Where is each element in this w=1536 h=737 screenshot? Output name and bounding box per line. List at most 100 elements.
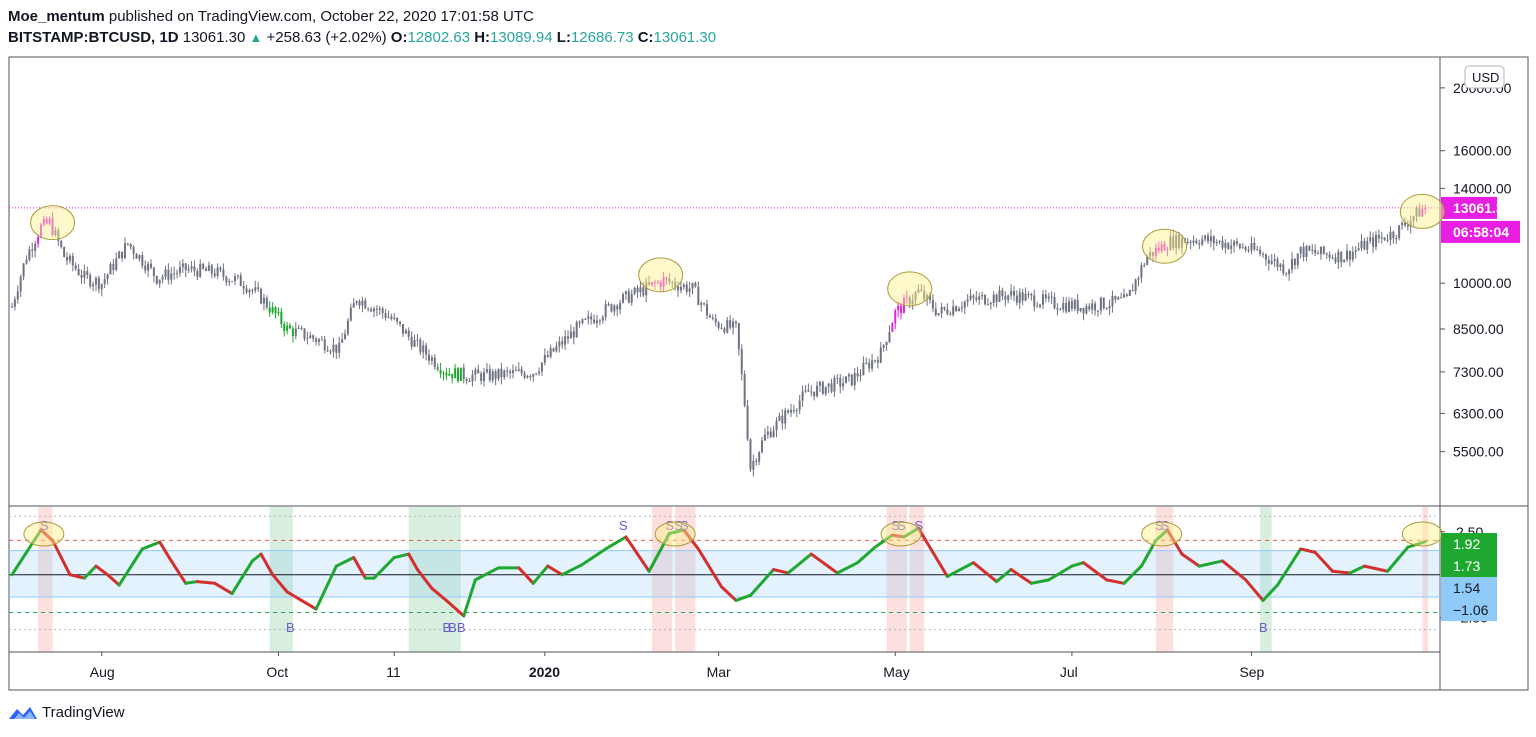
candle-body [511, 370, 514, 374]
candle-body [216, 267, 219, 276]
candle-body [1331, 257, 1334, 259]
candle-body [1050, 296, 1053, 298]
candle-body [497, 368, 500, 379]
sell-zone [651, 507, 673, 652]
oscillator-segment [835, 561, 860, 575]
time-tick-label: Sep [1239, 664, 1264, 680]
candle-body [992, 294, 995, 304]
oscillator-segment [106, 573, 121, 587]
candle-body [80, 275, 83, 278]
oscillator-segment [546, 564, 564, 577]
symbol-label[interactable]: BITSTAMP:BTCUSD, 1D [8, 29, 179, 46]
sell-zone [1155, 507, 1174, 652]
author-name[interactable]: Moe_mentum [8, 8, 105, 25]
candle-body [1305, 246, 1308, 258]
candle-body [975, 297, 978, 300]
time-tick-label: Jul [1060, 664, 1078, 680]
osc-top-highlight-circle [880, 521, 922, 547]
candle-body [986, 304, 989, 306]
oscillator-segment [560, 562, 584, 577]
sell-zone [886, 507, 907, 652]
oscillator-segment [945, 561, 975, 578]
candle-body [155, 276, 158, 284]
sell-signal-label: S [674, 518, 683, 533]
price-change: +258.63 (+2.02%) [266, 29, 387, 46]
candle-body [509, 371, 512, 374]
candle-body [1395, 237, 1398, 239]
candle-body [1241, 247, 1244, 249]
candle-body [535, 373, 538, 375]
candle-body [1056, 308, 1059, 310]
candle-body [984, 294, 987, 305]
osc-readout-badge [1441, 577, 1497, 599]
candle-body [546, 355, 549, 357]
time-tick-label: 11 [386, 664, 401, 680]
candle-body [856, 373, 859, 377]
candle-body [494, 371, 497, 379]
osc-readout-label: −1.06 [1453, 602, 1489, 618]
candle-body [1059, 309, 1062, 311]
candle-body [656, 282, 659, 284]
candle-body [170, 273, 173, 280]
candle-body [682, 284, 685, 287]
candle-body [1047, 296, 1050, 299]
candle-body [123, 243, 126, 259]
oscillator-segment [1165, 528, 1184, 556]
candle-body [422, 345, 425, 353]
publish-line: Moe_mentum published on TradingView.com,… [8, 6, 716, 27]
oscillator-segment [995, 568, 1013, 584]
candle-body [911, 300, 914, 305]
candle-body [1235, 241, 1238, 245]
sell-zone [38, 507, 53, 652]
candle-body [923, 290, 926, 300]
candle-body [1073, 299, 1076, 309]
candle-body [865, 362, 868, 364]
candle-body [555, 346, 558, 352]
candle-body [630, 293, 633, 303]
candle-body [1024, 293, 1027, 301]
candle-body [1114, 295, 1117, 300]
candle-body [94, 277, 97, 285]
candle-body [462, 367, 465, 380]
candle-body [1406, 225, 1409, 227]
candle-body [801, 391, 804, 401]
candle-body [766, 431, 769, 435]
candle-body [1088, 306, 1091, 310]
oscillator-segment [667, 528, 686, 535]
candle-body [1189, 241, 1192, 243]
oscillator-segment [890, 533, 906, 539]
candle-body [474, 369, 477, 375]
chart-frame [8, 56, 1529, 691]
candle-body [1212, 236, 1215, 244]
candle-body [714, 318, 717, 323]
candle-body [955, 306, 958, 312]
oscillator-segment [720, 585, 738, 602]
candle-body [312, 335, 315, 339]
candle-body [1209, 236, 1212, 242]
countdown-badge [1441, 220, 1520, 243]
candle-body [1102, 297, 1105, 309]
brand-name[interactable]: TradingView [42, 704, 125, 721]
candle-body [1068, 301, 1071, 312]
candle-body [1328, 254, 1331, 258]
candle-body [118, 251, 121, 259]
candle-body [57, 230, 60, 241]
tradingview-logo-icon[interactable] [8, 705, 38, 721]
candle-body [184, 263, 187, 271]
buy-signal-label: B [286, 620, 295, 635]
osc-top-highlight-circle [23, 521, 65, 547]
candle-body [1288, 269, 1291, 275]
candle-body [1039, 304, 1042, 307]
oscillator-segment [1386, 545, 1410, 573]
sell-signal-label: S [891, 518, 900, 533]
candle-body [1366, 241, 1369, 250]
candle-body [688, 288, 691, 292]
candle-body [150, 263, 153, 268]
candle-body [703, 303, 706, 305]
candle-body [239, 275, 242, 286]
candle-body [897, 305, 900, 311]
candle-body [749, 439, 752, 470]
oscillator-segment [82, 564, 98, 580]
candle-body [86, 271, 89, 276]
